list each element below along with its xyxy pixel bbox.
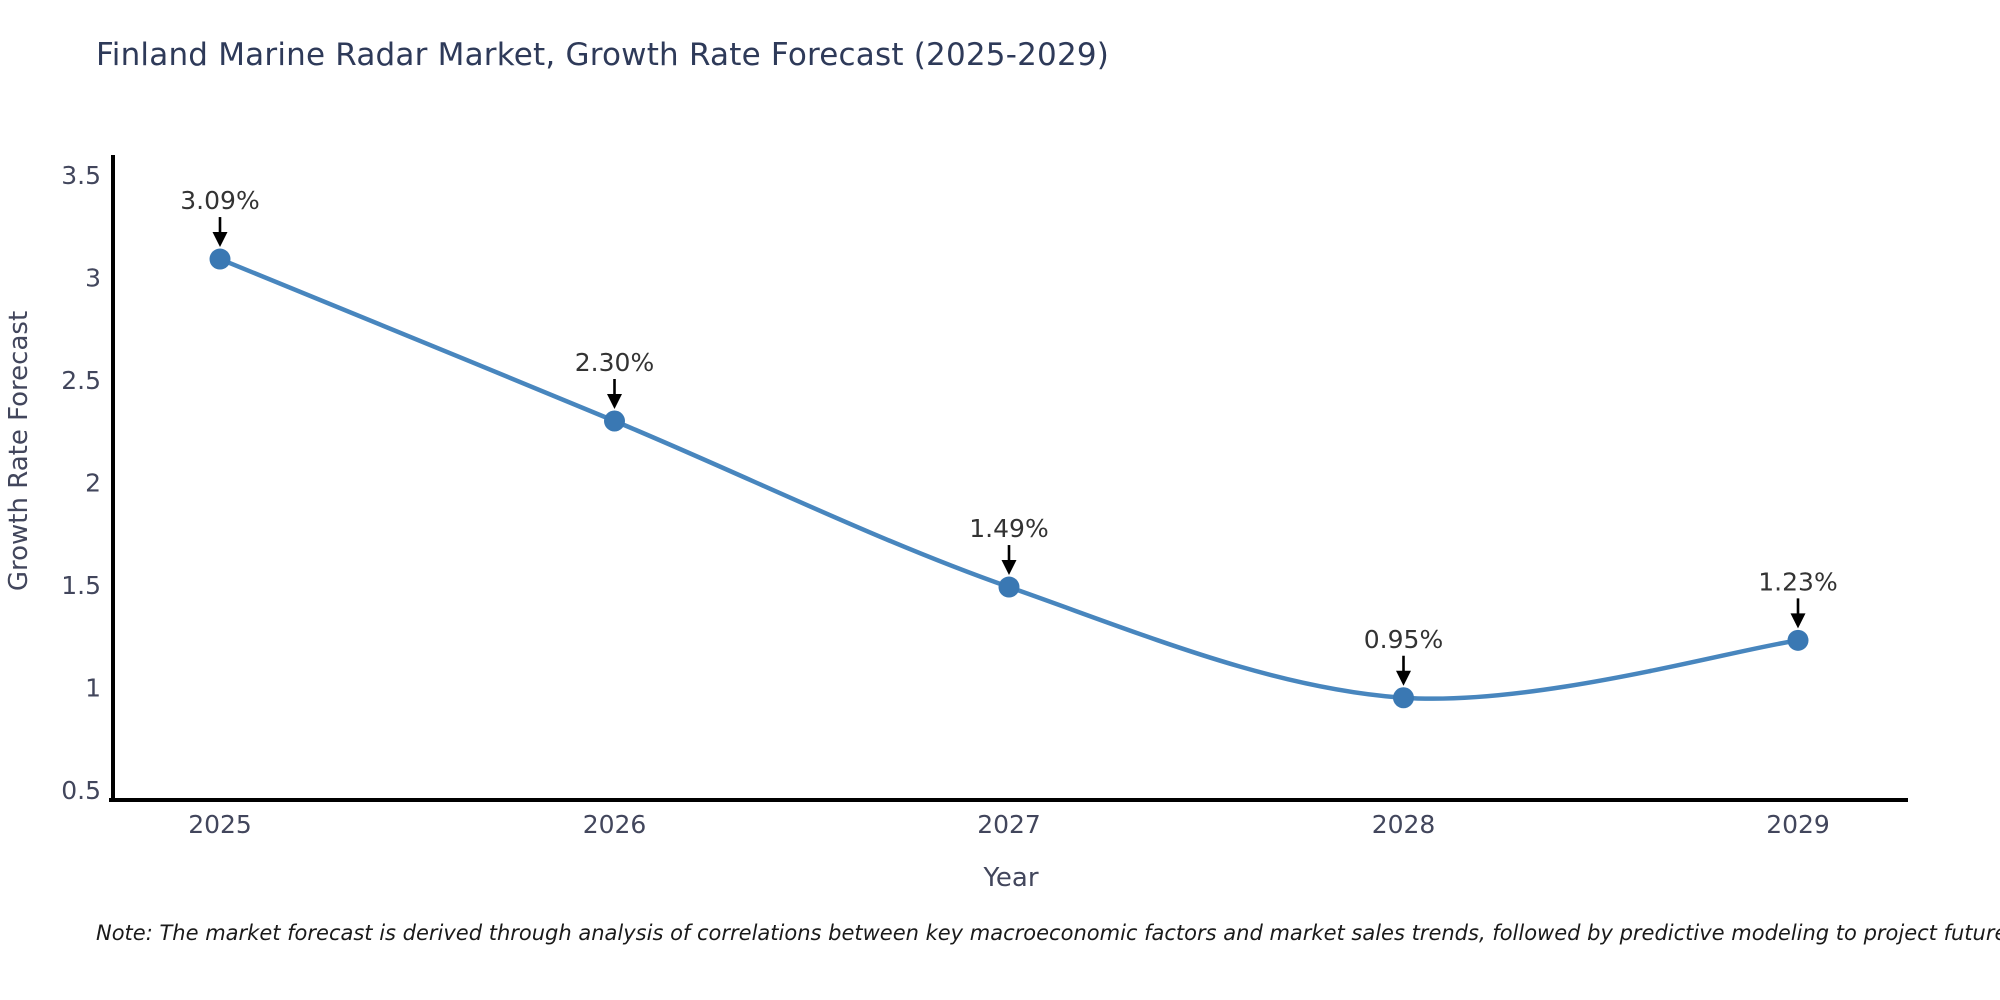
x-tick-label: 2026 xyxy=(583,810,647,839)
data-point-marker xyxy=(209,248,231,270)
y-tick-label: 3 xyxy=(85,264,101,293)
data-point-label: 1.49% xyxy=(969,514,1048,543)
y-tick-label: 2.5 xyxy=(61,366,101,395)
annotation-arrow-head xyxy=(212,232,228,248)
y-tick-label: 3.5 xyxy=(61,161,101,190)
data-point-label: 3.09% xyxy=(180,186,259,215)
data-point-marker xyxy=(1787,629,1809,651)
data-point-marker xyxy=(998,576,1020,598)
data-point-marker xyxy=(1393,687,1414,709)
annotation-arrow-head xyxy=(1396,670,1411,686)
x-tick-label: 2028 xyxy=(1372,810,1436,839)
y-tick-label: 2 xyxy=(85,469,101,498)
annotation-arrow-head xyxy=(1790,613,1806,629)
x-tick-label: 2029 xyxy=(1766,810,1830,839)
x-axis-title: Year xyxy=(982,863,1038,893)
y-tick-label: 0.5 xyxy=(61,776,101,805)
data-point-label: 1.23% xyxy=(1758,567,1837,596)
data-point-label: 0.95% xyxy=(1364,625,1443,654)
x-tick-label: 2025 xyxy=(188,810,252,839)
data-point-marker xyxy=(604,410,625,432)
data-point-label: 2.30% xyxy=(575,348,654,377)
footnote: Note: The market forecast is derived thr… xyxy=(96,921,2000,945)
y-axis-title: Growth Rate Forecast xyxy=(4,311,34,591)
annotation-arrow-head xyxy=(1001,560,1017,576)
plot-area: 3.5 3 2.5 2 1.5 1 0.5 2025 2026 2027 2028 2029 3.09%… xyxy=(61,155,1908,839)
y-tick-label: 1.5 xyxy=(61,571,101,600)
annotation-arrow-head xyxy=(607,394,622,409)
y-tick-label: 1 xyxy=(85,674,101,703)
series-line xyxy=(217,256,1801,701)
chart-title: Finland Marine Radar Market, Growth Rate… xyxy=(96,37,1110,73)
x-tick-label: 2027 xyxy=(977,810,1041,839)
